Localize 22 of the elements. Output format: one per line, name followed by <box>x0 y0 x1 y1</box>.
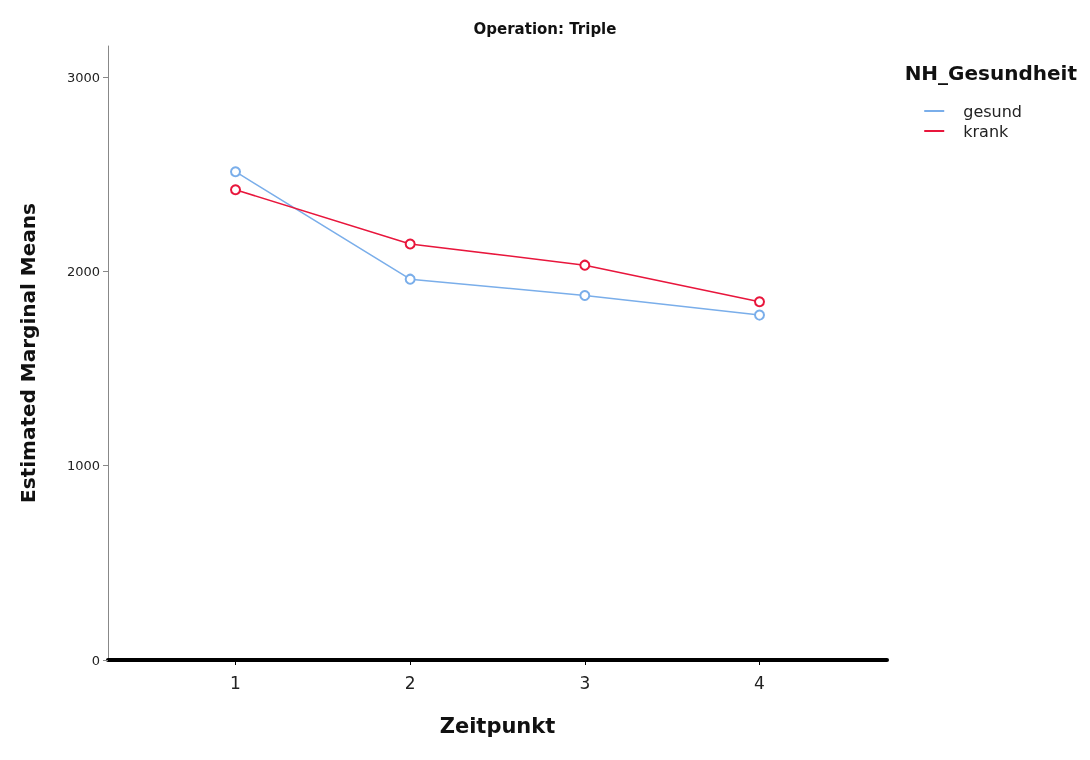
point <box>230 184 241 196</box>
x-axis-title: Zeitpunkt <box>439 713 556 738</box>
point <box>404 273 416 285</box>
legend-title: NH_Gesundheit <box>904 61 1078 85</box>
legend-label: gesund <box>963 101 1023 121</box>
legend-label: krank <box>963 121 1010 141</box>
point <box>579 259 591 271</box>
y-tick-label: 1000 <box>66 458 100 474</box>
x-tick-label: 3 <box>579 672 591 693</box>
point <box>230 166 241 178</box>
x-tick-label: 1 <box>230 672 241 693</box>
y-tick-label: 3000 <box>66 69 100 85</box>
point <box>404 238 416 250</box>
x-tick-label: 2 <box>404 672 416 693</box>
y-axis-title: Estimated Marginal Means <box>16 203 40 503</box>
point <box>754 309 765 321</box>
point <box>579 289 591 301</box>
chart-title: Operation: Triple <box>473 19 617 38</box>
y-tick-label: 0 <box>91 652 100 668</box>
y-tick-label: 2000 <box>66 263 100 279</box>
x-tick-label: 4 <box>754 672 765 693</box>
point <box>754 296 765 308</box>
